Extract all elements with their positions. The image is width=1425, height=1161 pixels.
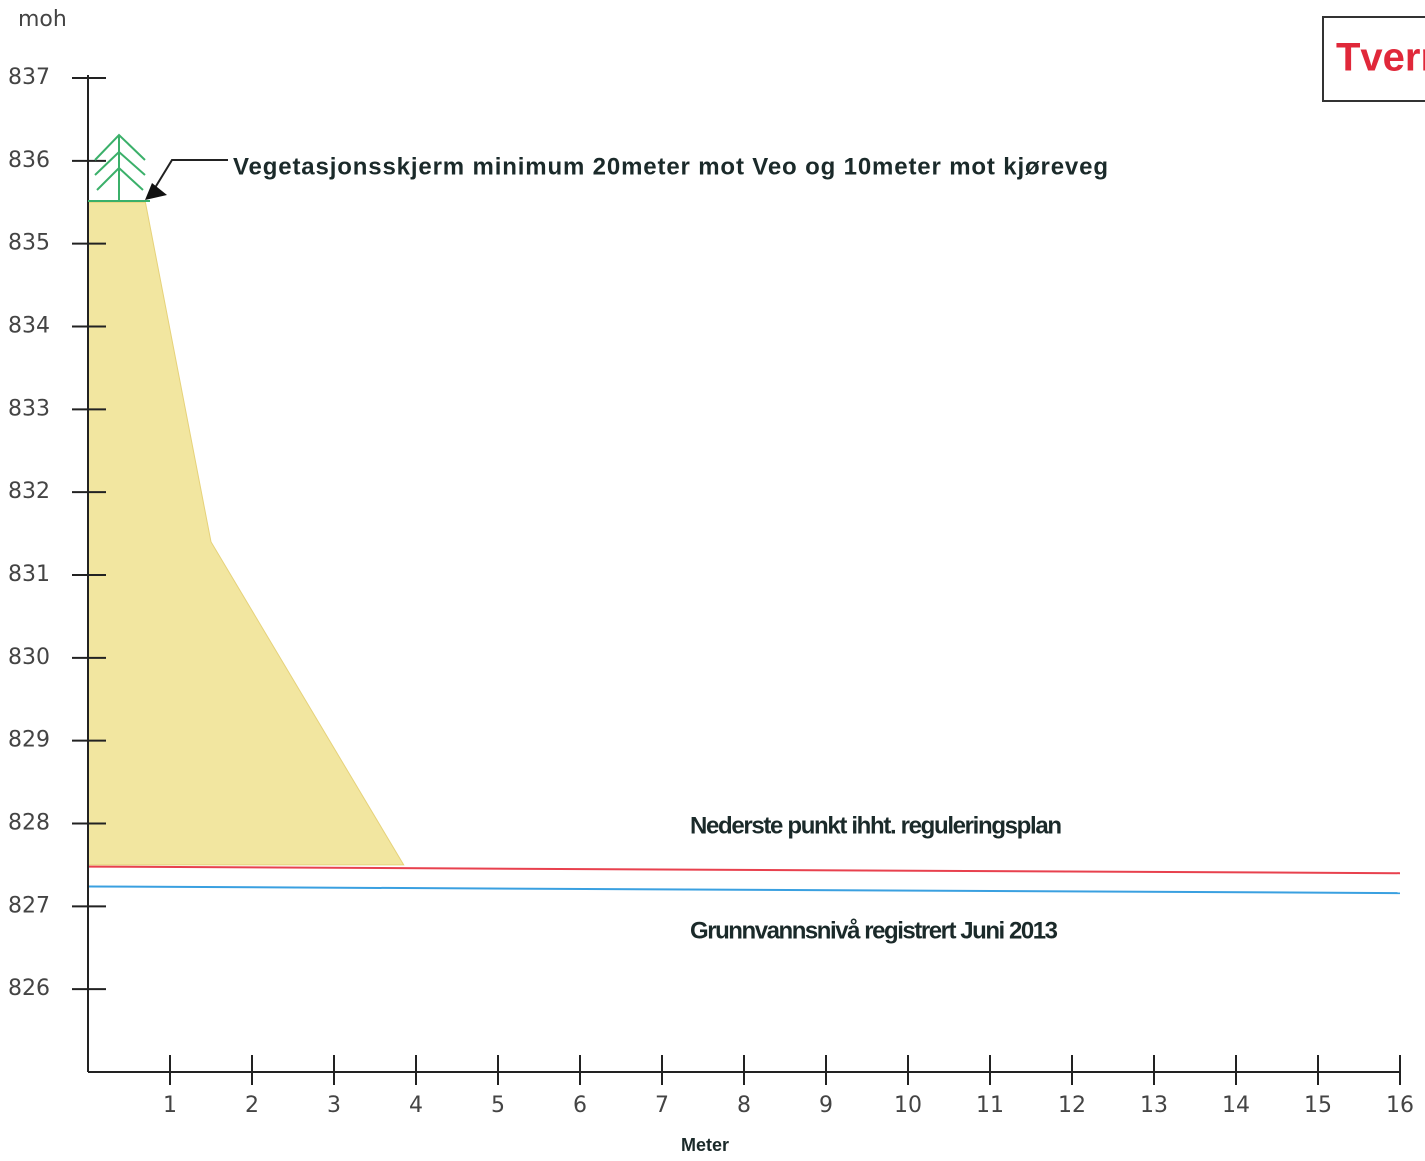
- annotation-arrow: [145, 159, 228, 200]
- y-tick-label: 831: [8, 562, 50, 587]
- y-tick-label: 837: [8, 65, 50, 90]
- x-tick-label: 16: [1386, 1093, 1414, 1118]
- chart-title: Tverr: [1336, 36, 1425, 80]
- annotation: Grunnvannsnivå registrert Juni 2013: [690, 917, 1058, 944]
- x-tick-label: 13: [1140, 1093, 1168, 1118]
- y-tick-label: 828: [8, 811, 50, 836]
- x-tick-label: 11: [976, 1093, 1004, 1118]
- x-tick-label: 15: [1304, 1093, 1332, 1118]
- title-box: [1322, 16, 1425, 102]
- level-line: [87, 865, 1401, 875]
- y-tick-label: 830: [8, 645, 50, 670]
- tree-icon: [88, 133, 150, 202]
- x-tick-label: 12: [1058, 1093, 1086, 1118]
- x-tick-label: 3: [327, 1093, 341, 1118]
- y-tick-label: 829: [8, 728, 50, 753]
- x-tick-label: 6: [573, 1093, 587, 1118]
- embankment-area: [87, 201, 405, 866]
- x-tick-label: 4: [409, 1093, 423, 1118]
- y-tick-label: 826: [8, 976, 50, 1001]
- y-tick-label: 835: [8, 231, 50, 256]
- annotation: Nederste punkt ihht. reguleringsplan: [690, 812, 1062, 839]
- level-line: [87, 885, 1401, 895]
- x-tick-label: 5: [491, 1093, 505, 1118]
- x-tick-label: 9: [819, 1093, 833, 1118]
- y-tick-label: 833: [8, 396, 50, 421]
- x-tick-label: 10: [894, 1093, 922, 1118]
- y-tick-label: 834: [8, 314, 50, 339]
- annotation: Vegetasjonsskjerm minimum 20meter mot Ve…: [233, 153, 1108, 180]
- x-tick-label: 2: [245, 1093, 259, 1118]
- x-axis-label: Meter: [681, 1135, 729, 1155]
- y-axis-label: moh: [18, 7, 67, 32]
- x-tick-label: 1: [163, 1093, 177, 1118]
- x-tick-label: 8: [737, 1093, 751, 1118]
- y-tick-label: 836: [8, 148, 50, 173]
- y-tick-label: 827: [8, 893, 50, 918]
- x-tick-label: 7: [655, 1093, 669, 1118]
- x-tick-label: 14: [1222, 1093, 1250, 1118]
- y-tick-label: 832: [8, 479, 50, 504]
